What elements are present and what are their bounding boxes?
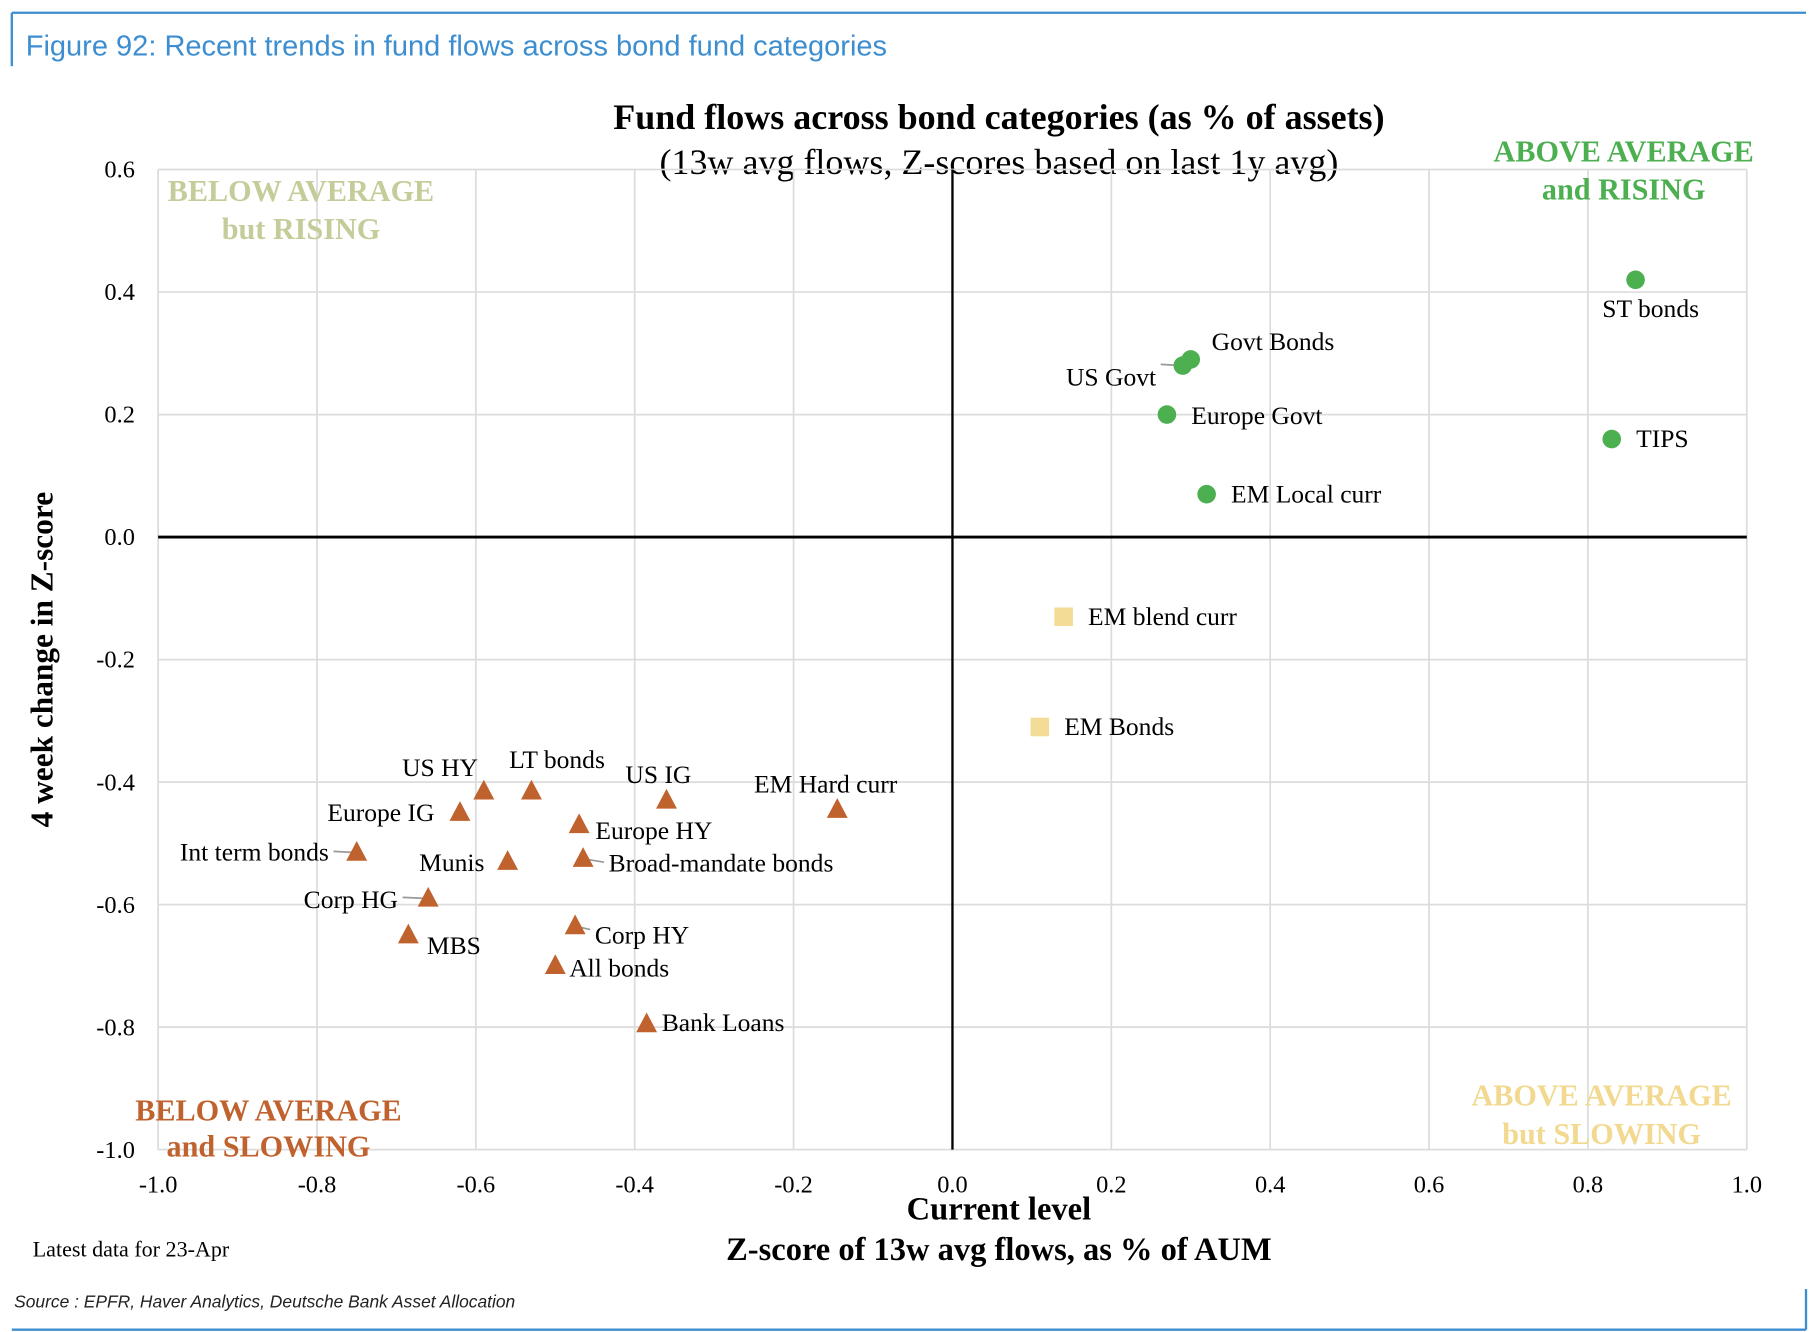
- quadrant-top-left-line1: BELOW AVERAGE: [168, 174, 434, 208]
- point-label: EM Bonds: [1064, 712, 1174, 741]
- y-tick-label: -0.8: [96, 1014, 135, 1041]
- point-label: LT bonds: [509, 745, 605, 774]
- y-tick-label: -0.4: [96, 769, 135, 796]
- quadrant-top-right-line2: and RISING: [1542, 173, 1706, 207]
- point-label: Europe IG: [327, 798, 434, 827]
- x-tick-label: 0.4: [1255, 1172, 1285, 1199]
- point-label: Europe Govt: [1191, 401, 1322, 430]
- point-marker-triangle: [521, 779, 542, 800]
- x-tick-label: 0.2: [1096, 1172, 1126, 1199]
- point-marker-circle: [1157, 405, 1177, 424]
- x-tick-label: -0.6: [457, 1172, 496, 1199]
- y-tick-label: 0.4: [104, 279, 134, 306]
- point-marker-triangle: [544, 954, 566, 975]
- quadrant-top-left-line2: but RISING: [222, 212, 381, 246]
- x-tick-label: -0.8: [298, 1172, 337, 1199]
- footnote: Latest data for 23-Apr: [33, 1237, 230, 1262]
- point-label: Bank Loans: [662, 1008, 785, 1037]
- point-label: MBS: [427, 931, 481, 960]
- point-marker-triangle: [572, 847, 594, 867]
- point-label: Munis: [419, 848, 484, 877]
- figure-title: Figure 92: Recent trends in fund flows a…: [26, 31, 887, 63]
- quadrant-bottom-right-line1: ABOVE AVERAGE: [1471, 1079, 1731, 1113]
- point-marker-triangle: [497, 850, 519, 870]
- point-label: Govt Bonds: [1212, 327, 1335, 356]
- point-marker-square: [1030, 717, 1050, 737]
- chart-subtitle: (13w avg flows, Z-scores based on last 1…: [659, 142, 1338, 182]
- x-axis-label: Current level: [907, 1191, 1091, 1227]
- point-marker-triangle: [346, 840, 368, 861]
- y-tick-label: -0.6: [96, 892, 135, 919]
- point-label: EM Hard curr: [754, 769, 898, 798]
- y-tick-label: -0.2: [96, 647, 135, 674]
- tick-labels: -1.0 -0.8 -0.6 -0.4 -0.2 0.0 0.2 0.4 0.6 0.8 1.0 0.…: [96, 157, 1762, 1199]
- point-label: US HY: [402, 753, 478, 782]
- point-marker-circle: [1197, 484, 1216, 504]
- point-label: US IG: [625, 760, 691, 789]
- point-marker-triangle: [417, 886, 439, 907]
- point-label: US Govt: [1066, 362, 1156, 391]
- point-label: Corp HY: [595, 921, 689, 950]
- source-note: Source : EPFR, Haver Analytics, Deutsche…: [14, 1292, 515, 1312]
- point-marker-circle: [1602, 429, 1622, 449]
- x-tick-label: -0.4: [615, 1172, 654, 1199]
- point-marker-triangle: [636, 1012, 658, 1033]
- quadrant-bottom-left-line2: and SLOWING: [167, 1130, 371, 1164]
- y-axis-label: 4 week change in Z-score: [24, 492, 59, 828]
- quadrant-bottom-right-line2: but SLOWING: [1502, 1117, 1701, 1151]
- point-label: Corp HG: [304, 885, 398, 914]
- point-marker-triangle: [656, 788, 677, 809]
- x-tick-label: 0.0: [937, 1172, 967, 1199]
- y-tick-label: 0.0: [104, 524, 134, 551]
- point-marker-triangle: [397, 923, 419, 944]
- y-tick-label: -1.0: [96, 1137, 135, 1164]
- quadrant-labels: BELOW AVERAGE but RISING ABOVE AVERAGE a…: [135, 134, 1754, 1163]
- point-marker-triangle: [568, 813, 590, 834]
- point-label: Broad-mandate bonds: [609, 848, 834, 877]
- point-label: EM Local curr: [1231, 479, 1382, 508]
- point-label: Int term bonds: [180, 838, 329, 867]
- chart-title: Fund flows across bond categories (as % …: [613, 97, 1384, 137]
- quadrant-top-right-line1: ABOVE AVERAGE: [1494, 134, 1754, 168]
- x-axis-label-2: Z-score of 13w avg flows, as % of AUM: [726, 1232, 1272, 1268]
- point-label: ST bonds: [1602, 294, 1699, 323]
- y-tick-label: 0.6: [104, 157, 134, 184]
- point-marker-circle: [1626, 270, 1645, 290]
- point-label: Europe HY: [595, 816, 712, 845]
- point-marker-triangle: [473, 779, 495, 800]
- x-tick-label: 0.8: [1573, 1172, 1603, 1199]
- point-label: EM blend curr: [1088, 602, 1237, 631]
- quadrant-bottom-left-line1: BELOW AVERAGE: [135, 1094, 401, 1128]
- y-tick-label: 0.2: [104, 402, 134, 429]
- x-tick-label: -1.0: [139, 1172, 178, 1199]
- point-marker-triangle: [826, 798, 848, 818]
- point-label: All bonds: [569, 953, 669, 982]
- x-tick-label: 1.0: [1732, 1172, 1762, 1199]
- point-marker-triangle: [564, 914, 586, 935]
- point-marker-circle: [1173, 356, 1193, 375]
- x-tick-label: -0.2: [774, 1172, 813, 1199]
- axes: [158, 169, 1747, 1150]
- point-marker-square: [1054, 607, 1073, 627]
- x-tick-label: 0.6: [1414, 1172, 1444, 1199]
- data-points: ST bonds Govt Bonds US Govt Europe Govt TIPS…: [180, 270, 1699, 1037]
- point-marker-triangle: [449, 801, 471, 821]
- point-label: TIPS: [1636, 424, 1689, 453]
